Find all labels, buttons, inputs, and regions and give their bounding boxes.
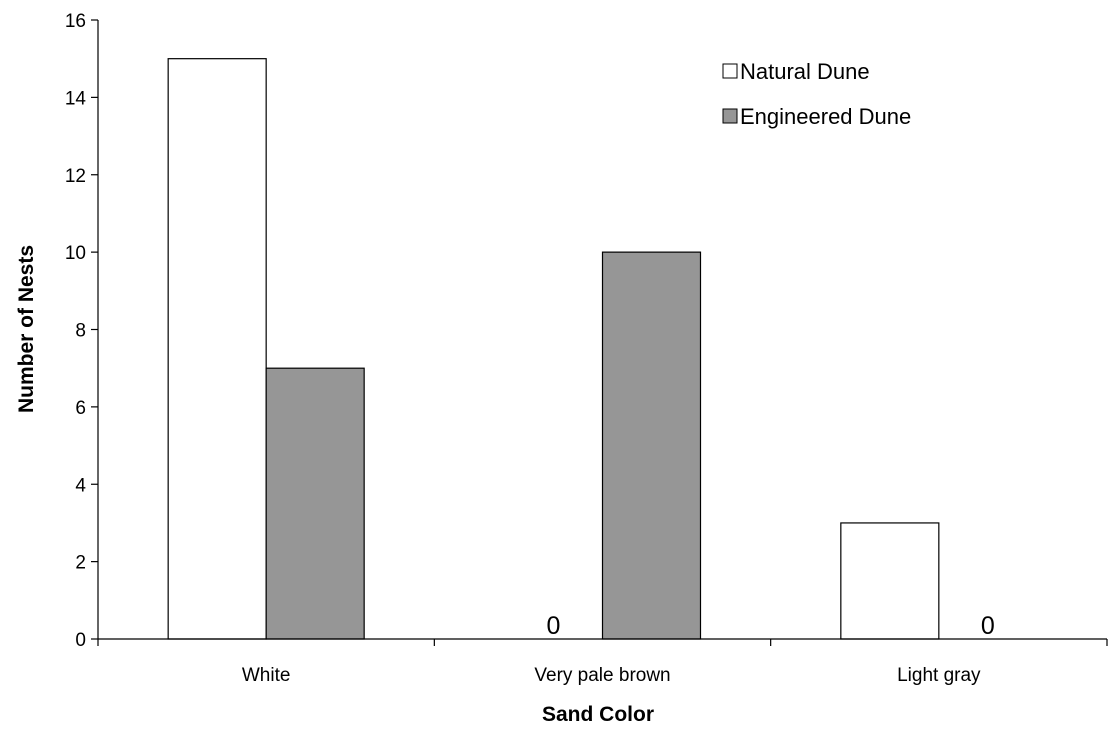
x-tick-label-white: White — [242, 665, 291, 686]
bars-layer — [167, 58, 940, 640]
bar-engineered-dune-very-pale-brown — [601, 251, 702, 640]
bar-engineered-dune-white — [265, 367, 365, 640]
x-tick-label-very-pale-brown: Very pale brown — [534, 665, 670, 686]
legend-swatch-engineered-dune — [722, 108, 738, 124]
x-axis-title: Sand Color — [542, 703, 654, 726]
data-label-engineered-dune-light-gray: 0 — [981, 612, 995, 640]
y-tick-label: 10 — [65, 243, 86, 264]
y-tick-label: 14 — [65, 88, 87, 109]
bar-natural-dune-light-gray — [840, 522, 940, 640]
y-tick-label: 12 — [65, 166, 86, 187]
legend-swatch-natural-dune — [722, 63, 738, 79]
bar-natural-dune-white — [167, 58, 267, 640]
y-tick-label: 4 — [75, 475, 86, 496]
y-tick-label: 16 — [65, 11, 86, 32]
labels-layer: 0 0 0 2 4 6 8 10 12 14 16 White Very pale brown Light… — [65, 11, 995, 686]
y-tick-label: 8 — [75, 321, 86, 342]
legend-label-engineered-dune: Engineered Dune — [740, 104, 911, 129]
y-tick-label: 2 — [75, 553, 86, 574]
legend: Natural Dune Engineered Dune — [722, 59, 911, 129]
data-label-natural-dune-very-pale-brown: 0 — [547, 612, 561, 640]
y-tick-label: 6 — [75, 398, 86, 419]
y-axis-title: Number of Nests — [15, 245, 38, 413]
x-tick-label-light-gray: Light gray — [897, 665, 981, 686]
y-tick-label: 0 — [75, 630, 86, 651]
legend-label-natural-dune: Natural Dune — [740, 59, 870, 84]
axes-layer — [91, 19, 1108, 646]
